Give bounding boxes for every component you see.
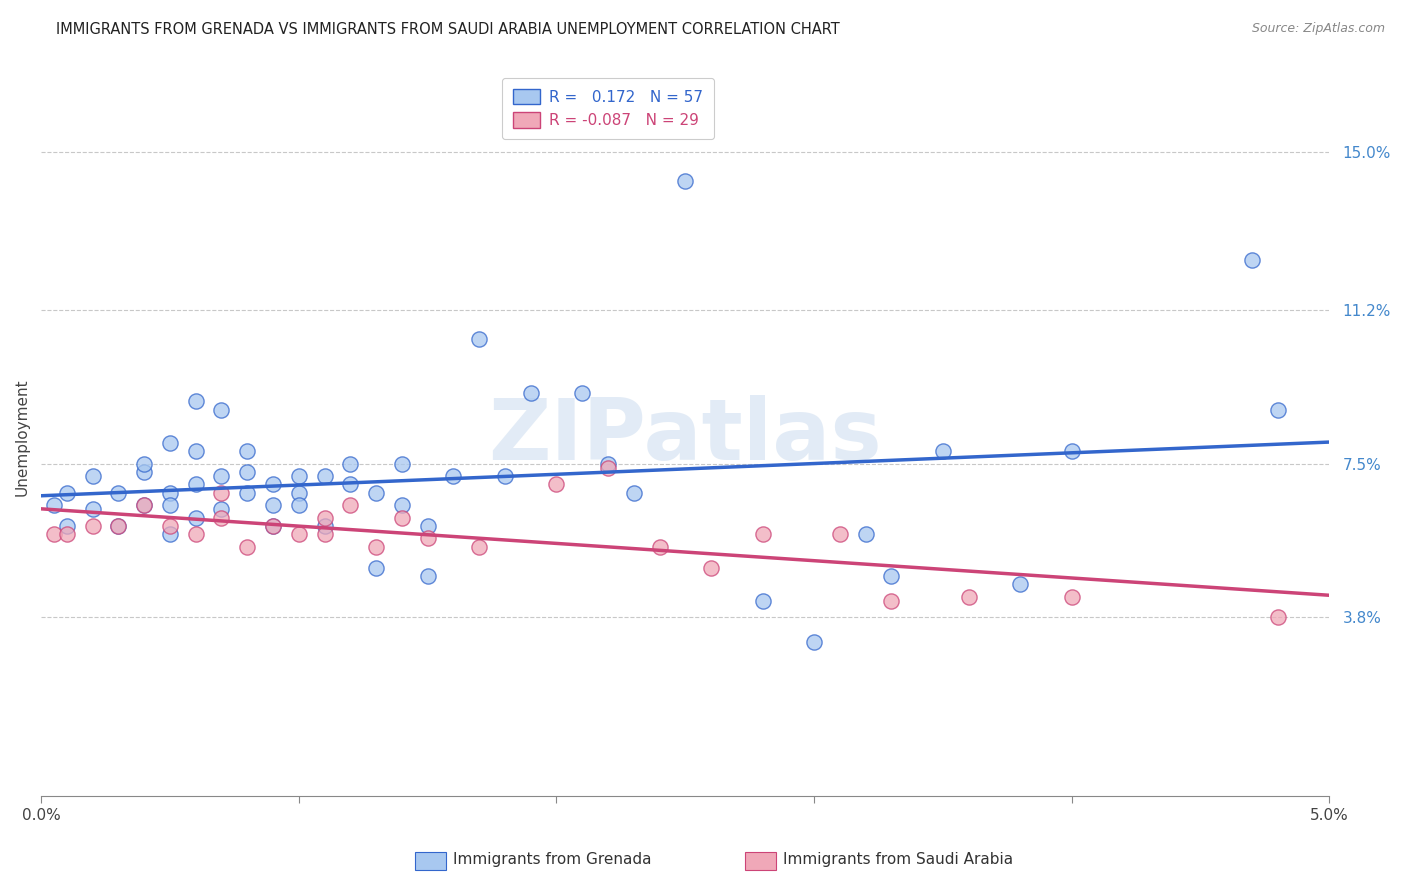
Point <box>546 477 568 491</box>
Point <box>184 527 207 541</box>
Point <box>107 519 129 533</box>
Point <box>236 465 259 479</box>
Point <box>159 527 181 541</box>
Point <box>880 594 903 608</box>
Point <box>339 477 361 491</box>
Point <box>391 457 413 471</box>
Point <box>287 498 309 512</box>
Point <box>339 457 361 471</box>
Point <box>803 635 825 649</box>
Text: Source: ZipAtlas.com: Source: ZipAtlas.com <box>1251 22 1385 36</box>
Point <box>236 540 259 554</box>
Point <box>159 498 181 512</box>
Y-axis label: Unemployment: Unemployment <box>15 378 30 496</box>
Point <box>82 502 104 516</box>
Point <box>1060 590 1083 604</box>
Text: IMMIGRANTS FROM GRENADA VS IMMIGRANTS FROM SAUDI ARABIA UNEMPLOYMENT CORRELATION: IMMIGRANTS FROM GRENADA VS IMMIGRANTS FR… <box>56 22 839 37</box>
Point <box>416 569 439 583</box>
Point <box>134 498 156 512</box>
Point <box>700 560 723 574</box>
Point <box>236 444 259 458</box>
Point <box>1241 253 1264 268</box>
Point <box>494 469 516 483</box>
Point <box>287 527 309 541</box>
Point <box>56 485 79 500</box>
Point <box>571 386 593 401</box>
Point <box>134 498 156 512</box>
Point <box>828 527 851 541</box>
Point <box>134 465 156 479</box>
Point <box>56 519 79 533</box>
Point <box>134 457 156 471</box>
Point <box>648 540 671 554</box>
Point <box>211 402 233 417</box>
Point <box>314 469 336 483</box>
Point <box>211 510 233 524</box>
Point <box>391 498 413 512</box>
Point <box>468 540 491 554</box>
Point <box>107 519 129 533</box>
Point <box>751 594 773 608</box>
Point <box>184 394 207 409</box>
Point <box>880 569 903 583</box>
Point <box>673 174 696 188</box>
Point <box>339 498 361 512</box>
Point <box>932 444 955 458</box>
Point <box>236 485 259 500</box>
Point <box>751 527 773 541</box>
Point <box>416 519 439 533</box>
Point <box>1010 577 1032 591</box>
Text: Immigrants from Saudi Arabia: Immigrants from Saudi Arabia <box>783 853 1014 867</box>
Point <box>42 527 65 541</box>
Point <box>42 498 65 512</box>
Point <box>107 485 129 500</box>
Legend: R =   0.172   N = 57, R = -0.087   N = 29: R = 0.172 N = 57, R = -0.087 N = 29 <box>502 78 714 139</box>
Point <box>262 519 284 533</box>
Point <box>441 469 464 483</box>
Text: ZIPatlas: ZIPatlas <box>488 395 882 478</box>
Point <box>314 519 336 533</box>
Point <box>596 457 619 471</box>
Point <box>364 560 387 574</box>
Point <box>391 510 413 524</box>
Point <box>184 510 207 524</box>
Point <box>519 386 541 401</box>
Point <box>262 498 284 512</box>
Point <box>364 540 387 554</box>
Point <box>211 485 233 500</box>
Point <box>184 477 207 491</box>
Point <box>314 527 336 541</box>
Point <box>596 461 619 475</box>
Point <box>1267 610 1289 624</box>
Point <box>211 502 233 516</box>
Point <box>159 485 181 500</box>
Point <box>1267 402 1289 417</box>
Point <box>1060 444 1083 458</box>
Text: Immigrants from Grenada: Immigrants from Grenada <box>453 853 651 867</box>
Point <box>364 485 387 500</box>
Point <box>56 527 79 541</box>
Point <box>855 527 877 541</box>
Point <box>262 477 284 491</box>
Point <box>211 469 233 483</box>
Point <box>468 332 491 346</box>
Point <box>159 519 181 533</box>
Point <box>82 519 104 533</box>
Point <box>287 485 309 500</box>
Point <box>82 469 104 483</box>
Point <box>314 510 336 524</box>
Point <box>159 436 181 450</box>
Point <box>287 469 309 483</box>
Point <box>623 485 645 500</box>
Point <box>184 444 207 458</box>
Point <box>262 519 284 533</box>
Point <box>957 590 980 604</box>
Point <box>416 532 439 546</box>
